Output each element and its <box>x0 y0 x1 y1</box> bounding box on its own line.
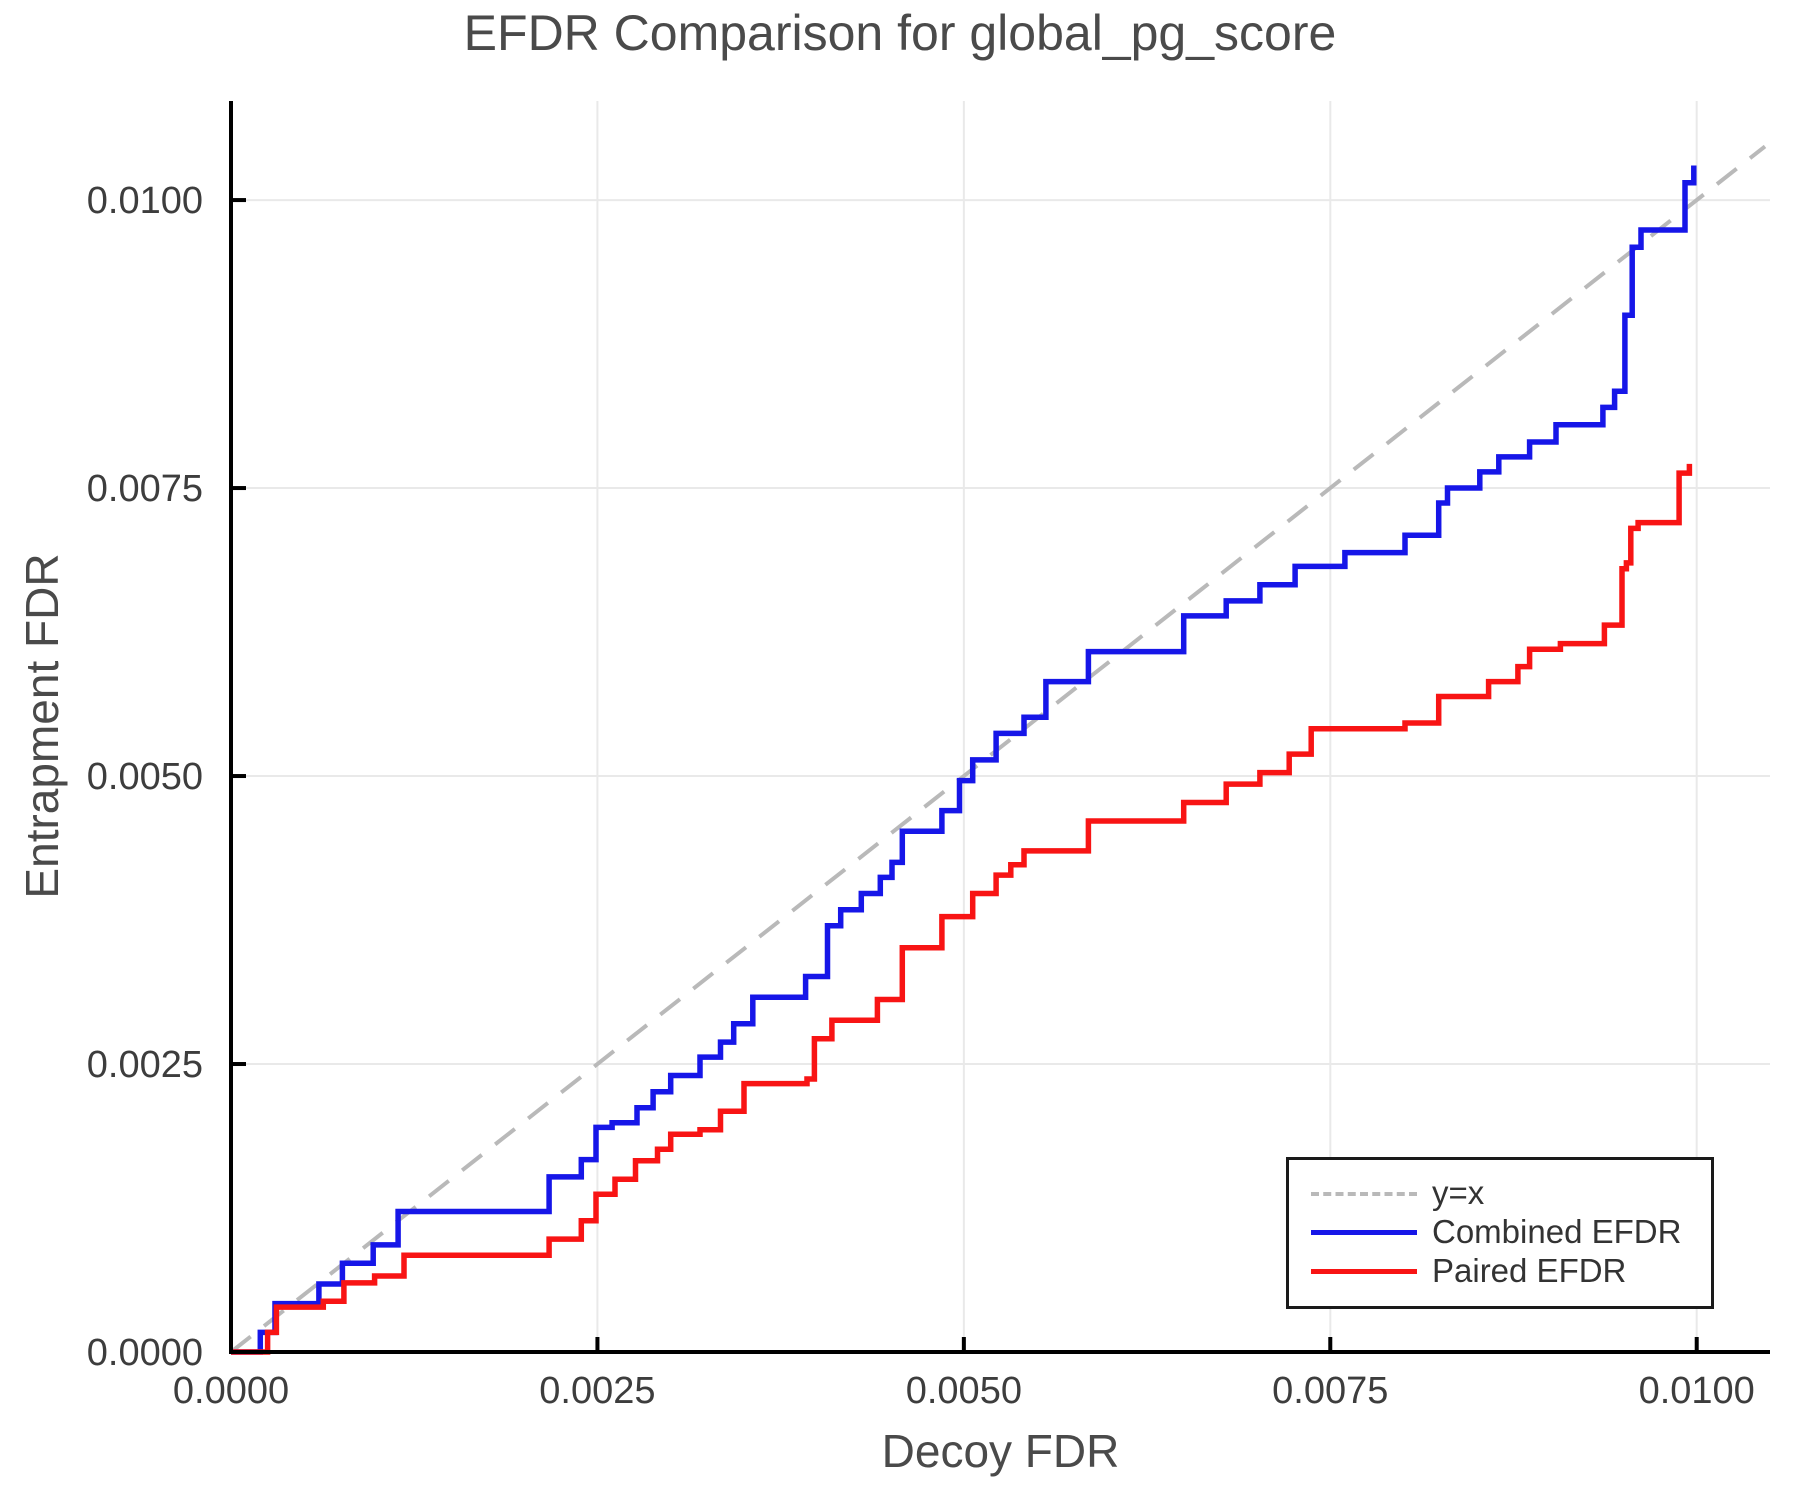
x-tick-label: 0.0075 <box>1272 1370 1388 1412</box>
x-axis-title: Decoy FDR <box>881 1425 1120 1477</box>
y-tick-label: 0.0075 <box>87 468 203 510</box>
legend: y=x Combined EFDR Paired EFDR <box>1286 1157 1714 1309</box>
y-tick-label: 0.0050 <box>87 756 203 798</box>
x-tick-label: 0.0050 <box>906 1370 1022 1412</box>
y-tick-label: 0.0025 <box>87 1044 203 1086</box>
red-line-swatch <box>1311 1269 1417 1274</box>
y-tick-label: 0.0000 <box>87 1332 203 1374</box>
legend-label: y=x <box>1432 1174 1485 1212</box>
chart-title: EFDR Comparison for global_pg_score <box>463 5 1337 61</box>
y-tick-label: 0.0100 <box>87 180 203 222</box>
y-axis-title: Entrapment FDR <box>16 553 68 899</box>
blue-line-swatch <box>1311 1230 1417 1235</box>
paired-efdr-line <box>231 463 1693 1355</box>
legend-item-combined-efdr: Combined EFDR <box>1311 1213 1711 1252</box>
combined-efdr-line <box>231 165 1697 1355</box>
legend-label: Combined EFDR <box>1432 1213 1682 1251</box>
legend-label: Paired EFDR <box>1432 1252 1627 1290</box>
x-tick-label: 0.0000 <box>173 1370 289 1412</box>
legend-item-yx: y=x <box>1311 1174 1711 1213</box>
x-tick-label: 0.0025 <box>539 1370 655 1412</box>
dashed-line-swatch <box>1311 1191 1417 1196</box>
x-tick-label: 0.0100 <box>1639 1370 1755 1412</box>
legend-item-paired-efdr: Paired EFDR <box>1311 1252 1711 1291</box>
